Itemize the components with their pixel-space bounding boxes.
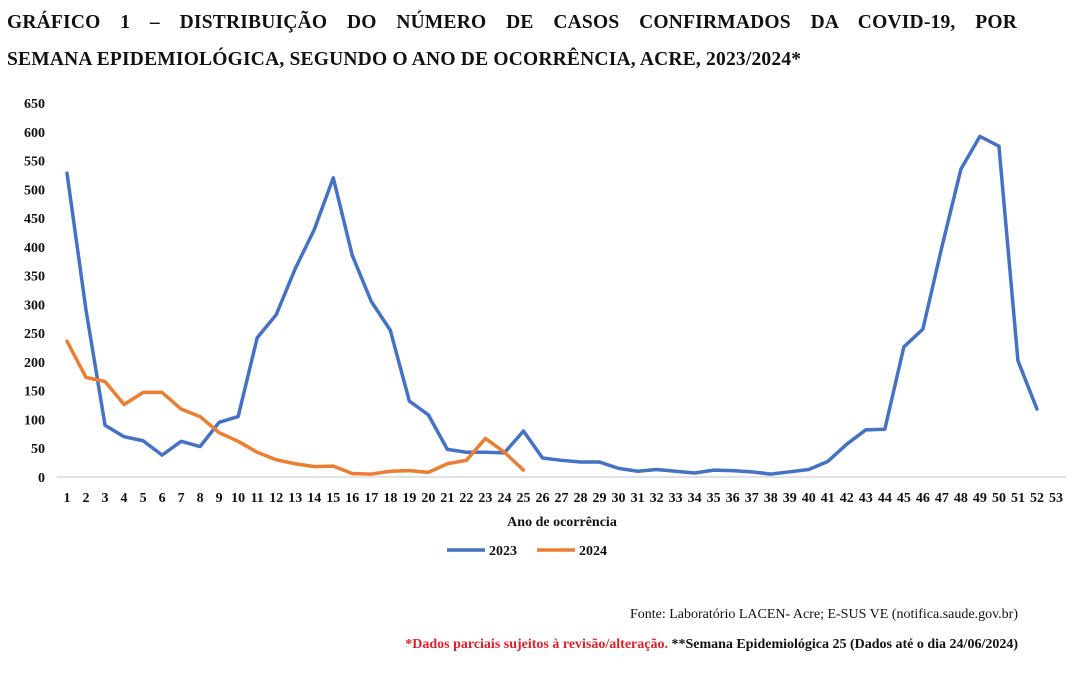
x-tick-label: 2 [83,491,90,506]
x-tick-label: 14 [307,491,321,506]
x-tick-label: 23 [478,491,492,506]
x-tick-label: 32 [650,491,664,506]
y-tick-label: 100 [24,413,45,428]
x-tick-label: 33 [669,491,683,506]
x-tick-label: 49 [973,491,987,506]
x-tick-label: 13 [288,491,302,506]
y-tick-label: 300 [24,298,45,313]
line-chart: 0501001502002503003504004505005506006501… [24,97,1066,559]
x-tick-label: 36 [726,491,740,506]
x-tick-label: 31 [631,491,645,506]
x-tick-label: 46 [916,491,930,506]
x-tick-label: 45 [897,491,911,506]
x-tick-label: 40 [802,491,816,506]
chart-title-line-2: SEMANA EPIDEMIOLÓGICA, SEGUNDO O ANO DE … [7,49,802,70]
x-tick-label: 24 [497,491,511,506]
x-tick-label: 28 [574,491,588,506]
y-tick-label: 250 [24,327,45,342]
x-tick-label: 7 [178,491,185,506]
legend-label-2023: 2023 [489,544,517,559]
legend-label-2024: 2024 [579,544,607,559]
source-note: Fonte: Laboratório LACEN- Acre; E-SUS VE… [629,607,1018,622]
x-tick-label: 12 [269,491,283,506]
x-tick-label: 34 [688,491,702,506]
partial-data-note: *Dados parciais sujeitos à revisão/alter… [405,637,668,652]
x-tick-label: 6 [159,491,166,506]
x-tick-label: 51 [1011,491,1025,506]
x-tick-label: 26 [535,491,549,506]
y-tick-label: 200 [24,356,45,371]
y-tick-label: 350 [24,270,45,285]
x-tick-label: 38 [764,491,778,506]
x-tick-label: 29 [593,491,607,506]
y-tick-label: 650 [24,97,45,112]
x-tick-label: 18 [383,491,397,506]
x-tick-label: 37 [745,491,759,506]
x-tick-label: 53 [1049,491,1063,506]
y-tick-label: 550 [24,155,45,170]
x-tick-label: 19 [402,491,416,506]
x-tick-label: 48 [954,491,968,506]
x-tick-label: 39 [783,491,797,506]
x-tick-label: 20 [421,491,435,506]
x-tick-label: 42 [840,491,854,506]
x-tick-label: 30 [612,491,626,506]
x-tick-label: 15 [326,491,340,506]
y-tick-label: 0 [38,471,45,486]
x-tick-label: 52 [1030,491,1044,506]
x-tick-label: 1 [64,491,71,506]
y-tick-label: 50 [31,442,45,457]
x-tick-label: 3 [102,491,109,506]
footnote: *Dados parciais sujeitos à revisão/alter… [405,637,1018,653]
x-tick-label: 47 [935,491,949,506]
epi-week-note: **Semana Epidemiológica 25 (Dados até o … [667,637,1018,652]
x-tick-label: 9 [216,491,223,506]
x-tick-label: 21 [440,491,454,506]
x-tick-label: 16 [345,491,359,506]
y-tick-label: 150 [24,385,45,400]
x-tick-label: 10 [231,491,245,506]
x-tick-label: 5 [140,491,147,506]
series-line-2024 [65,339,526,476]
x-axis-title: Ano de ocorrência [507,515,617,530]
x-tick-label: 27 [555,491,569,506]
x-tick-label: 35 [707,491,721,506]
y-tick-label: 500 [24,183,45,198]
x-tick-label: 44 [878,491,892,506]
series-line-2023 [65,134,1039,476]
x-tick-label: 11 [251,491,264,506]
y-tick-label: 450 [24,212,45,227]
x-tick-label: 8 [197,491,204,506]
x-tick-label: 25 [516,491,530,506]
x-tick-label: 50 [992,491,1006,506]
chart-title-line-1: GRÁFICO 1 – DISTRIBUIÇÃO DO NÚMERO DE CA… [7,12,1017,33]
y-tick-label: 600 [24,126,45,141]
x-tick-label: 17 [364,491,378,506]
x-tick-label: 43 [859,491,873,506]
x-tick-label: 22 [459,491,473,506]
x-tick-label: 4 [121,491,128,506]
x-tick-label: 41 [821,491,835,506]
y-tick-label: 400 [24,241,45,256]
